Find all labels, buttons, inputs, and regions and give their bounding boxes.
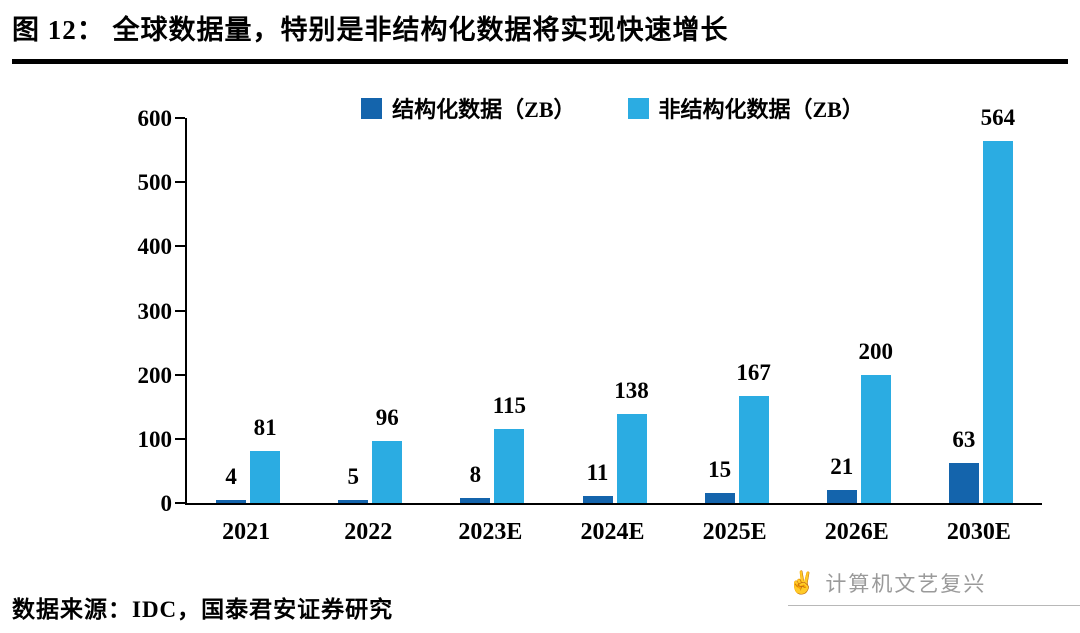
bar-unstructured-2021 xyxy=(250,451,281,503)
bar-value-label: 200 xyxy=(858,338,894,364)
chart-legend: 结构化数据（ZB） 非结构化数据（ZB） xyxy=(185,92,1040,124)
data-source: 数据来源：IDC，国泰君安证券研究 xyxy=(12,597,394,622)
bar-structured-2023E xyxy=(460,497,491,503)
legend-item-0: 结构化数据（ZB） xyxy=(361,92,576,124)
bar-structured-2022 xyxy=(338,499,369,503)
y-tick-label: 500 xyxy=(137,170,173,196)
bar-structured-2025E xyxy=(704,493,735,503)
watermark-text: 计算机文艺复兴 xyxy=(825,572,987,596)
bar-value-label: 564 xyxy=(980,105,1016,131)
bar-unstructured-2022 xyxy=(372,441,403,503)
y-tick-mark xyxy=(175,309,185,312)
bar-structured-2021 xyxy=(216,500,247,503)
y-tick-label: 300 xyxy=(137,298,173,324)
figure-title-text: 图 12： 全球数据量，特别是非结构化数据将实现快速增长 xyxy=(12,15,729,45)
bar-value-label: 115 xyxy=(492,393,526,419)
watermark-logo-icon: ✌ xyxy=(788,570,818,595)
y-tick-mark xyxy=(175,373,185,376)
y-tick-label: 100 xyxy=(137,426,173,452)
y-tick-mark xyxy=(175,437,185,440)
x-tick-label: 2030E xyxy=(946,519,1011,545)
y-tick-label: 400 xyxy=(137,234,173,260)
plot-area: 4 81 5 96 8 115 11 138 15 167 21 200 63 564 xyxy=(185,106,1042,505)
y-tick-label: 0 xyxy=(160,491,173,516)
bar-value-label: 11 xyxy=(586,459,609,485)
y-tick-mark xyxy=(175,245,185,248)
bar-value-label: 8 xyxy=(469,461,482,487)
bar-value-label: 96 xyxy=(375,405,399,431)
bar-value-label: 4 xyxy=(225,464,237,490)
bar-value-label: 167 xyxy=(736,359,771,385)
x-tick-label: 2021 xyxy=(222,519,271,545)
legend-swatch-icon xyxy=(627,97,649,119)
legend-label: 非结构化数据（ZB） xyxy=(658,97,864,122)
bar-structured-2026E xyxy=(826,489,857,503)
bar-value-label: 5 xyxy=(347,463,359,489)
bar-value-label: 138 xyxy=(614,378,649,404)
bar-unstructured-2025E xyxy=(738,395,769,503)
bar-unstructured-2024E xyxy=(616,414,647,503)
x-tick-label: 2023E xyxy=(458,519,523,545)
x-tick-label: 2025E xyxy=(702,519,767,545)
x-tick-label: 2026E xyxy=(824,519,889,545)
bar-structured-2030E xyxy=(948,462,979,503)
bar-value-label: 81 xyxy=(253,415,277,441)
bar-value-label: 63 xyxy=(952,426,976,452)
y-tick-mark xyxy=(175,117,185,119)
bar-unstructured-2030E xyxy=(982,141,1013,503)
x-tick-label: 2024E xyxy=(580,519,645,545)
y-tick-label: 600 xyxy=(137,106,173,131)
bar-structured-2024E xyxy=(582,495,613,503)
y-tick-mark xyxy=(175,502,185,504)
bar-unstructured-2026E xyxy=(860,374,891,503)
y-tick-label: 200 xyxy=(137,362,173,388)
x-tick-label: 2022 xyxy=(344,519,393,545)
bar-value-label: 21 xyxy=(830,453,854,479)
y-tick-mark xyxy=(175,181,185,184)
figure-title: 图 12： 全球数据量，特别是非结构化数据将实现快速增长 xyxy=(12,8,1068,64)
bar-unstructured-2023E xyxy=(494,429,525,503)
bar-value-label: 15 xyxy=(708,457,732,483)
legend-label: 结构化数据（ZB） xyxy=(392,97,576,122)
legend-swatch-icon xyxy=(361,97,383,119)
legend-item-1: 非结构化数据（ZB） xyxy=(627,92,864,124)
watermark: ✌ 计算机文艺复兴 xyxy=(788,568,1080,606)
